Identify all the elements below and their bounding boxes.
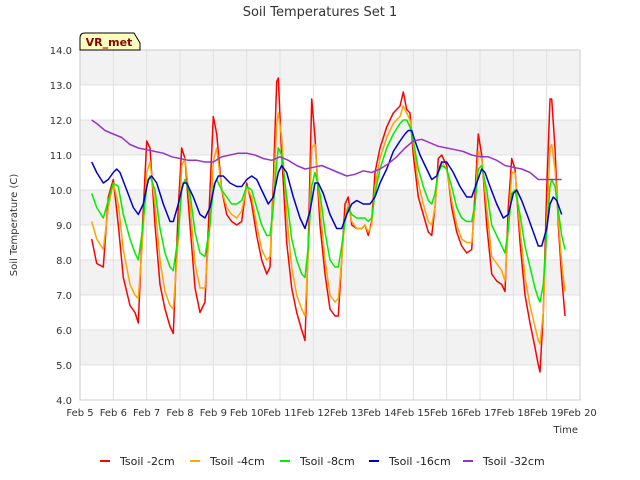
legend-label: Tsoil -2cm	[119, 455, 175, 468]
x-axis-label: Time	[553, 425, 578, 436]
y-tick-label: 11.0	[50, 151, 72, 162]
x-tick-label: Feb 13	[330, 408, 364, 419]
series-line	[90, 119, 566, 303]
vr-met-badge: VR_met	[79, 32, 141, 51]
badge-label: VR_met	[86, 36, 133, 49]
x-tick-label: Feb 5	[66, 408, 93, 419]
chart-title: Soil Temperatures Set 1	[243, 5, 398, 20]
series-line	[90, 77, 566, 373]
x-tick-label: Feb 9	[200, 408, 227, 419]
y-tick-label: 12.0	[50, 116, 72, 127]
y-tick-label: 10.0	[50, 186, 72, 197]
y-tick-label: 13.0	[50, 81, 72, 92]
y-tick-label: 14.0	[50, 46, 72, 57]
plot-band	[80, 330, 580, 365]
x-tick-label: Feb 15	[397, 408, 431, 419]
x-tick-label: Feb 10	[230, 408, 264, 419]
y-axis-label: Soil Temperature (C)	[9, 174, 20, 277]
x-tick-label: Feb 7	[133, 408, 160, 419]
x-tick-label: Feb 18	[497, 408, 531, 419]
badge-box	[79, 32, 141, 51]
y-tick-label: 5.0	[56, 361, 72, 372]
plot-frame	[79, 49, 581, 401]
legend-item: Tsoil -8cm	[280, 455, 355, 468]
y-tick-label: 4.0	[56, 396, 72, 407]
legend-label: Tsoil -32cm	[482, 455, 545, 468]
legend-item: Tsoil -2cm	[100, 455, 175, 468]
x-tick-label: Feb 16	[430, 408, 464, 419]
y-tick-label: 6.0	[56, 326, 72, 337]
series-line	[91, 129, 563, 247]
x-tick-label: Feb 8	[166, 408, 193, 419]
legend-label: Tsoil -16cm	[388, 455, 451, 468]
x-tick-label: Feb 14	[363, 408, 397, 419]
legend-label: Tsoil -4cm	[209, 455, 265, 468]
x-tick-label: Feb 6	[100, 408, 127, 419]
plot-band	[80, 50, 580, 85]
legend-label: Tsoil -8cm	[299, 455, 355, 468]
series-line	[90, 105, 566, 345]
legend-item: Tsoil -16cm	[369, 455, 451, 468]
y-tick-label: 7.0	[56, 291, 72, 302]
series-lines	[90, 77, 566, 373]
series-line	[91, 119, 562, 181]
x-tick-label: Feb 11	[263, 408, 297, 419]
x-tick-label: Feb 12	[297, 408, 331, 419]
y-tick-label: 9.0	[56, 221, 72, 232]
y-tick-label: 8.0	[56, 256, 72, 267]
x-axis-ticks: Feb 5 Feb 6 Feb 7 Feb 8 Feb 9 Feb 10 Feb 11 Feb…	[66, 408, 596, 419]
legend-item: Tsoil -32cm	[463, 455, 545, 468]
legend: Tsoil -2cm Tsoil -4cm Tsoil -8cm Tsoil -16c…	[100, 455, 545, 468]
x-tick-label: Feb 19	[530, 408, 564, 419]
y-axis-ticks: 4.0 5.0 6.0 7.0 8.0 9.0 10.0 11.0 12.0 13.0 14.0	[50, 46, 72, 407]
plot-band	[80, 190, 580, 225]
plot-band	[80, 120, 580, 155]
x-tick-label: Feb 20	[563, 408, 597, 419]
legend-item: Tsoil -4cm	[190, 455, 265, 468]
x-tick-label: Feb 17	[463, 408, 497, 419]
